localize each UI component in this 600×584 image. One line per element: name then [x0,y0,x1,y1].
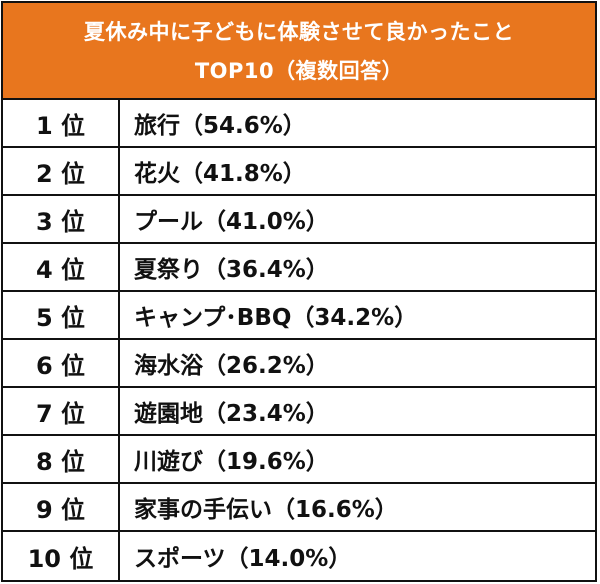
rank-cell: 10 位 [3,532,120,580]
rank-cell: 8 位 [3,436,120,482]
item-cell: キャンプ･BBQ（34.2%） [134,305,418,331]
table-title-line-2: TOP10（複数回答） [194,59,404,83]
item-cell: 家事の手伝い（16.6%） [134,497,398,523]
table-row: 4 位夏祭り（36.4%） [3,244,595,292]
item-cell: 花火（41.8%） [134,161,306,187]
rank-cell: 4 位 [3,244,120,290]
rank-cell: 9 位 [3,484,120,530]
table-row: 10 位スポーツ（14.0%） [3,532,595,580]
table-row: 5 位キャンプ･BBQ（34.2%） [3,292,595,340]
table-row: 1 位旅行（54.6%） [3,100,595,148]
rank-cell: 5 位 [3,292,120,338]
table-row: 8 位川遊び（19.6%） [3,436,595,484]
item-cell: 旅行（54.6%） [134,113,306,139]
ranking-rows: 1 位旅行（54.6%） 2 位花火（41.8%） 3 位プール（41.0%） 4 位… [3,100,595,580]
rank-cell: 3 位 [3,196,120,242]
table-row: 3 位プール（41.0%） [3,196,595,244]
item-cell: 夏祭り（36.4%） [134,257,329,283]
item-cell: スポーツ（14.0%） [134,546,352,572]
table-row: 6 位海水浴（26.2%） [3,340,595,388]
item-cell: 海水浴（26.2%） [134,353,329,379]
table-row: 2 位花火（41.8%） [3,148,595,196]
table-row: 9 位家事の手伝い（16.6%） [3,484,595,532]
rank-cell: 6 位 [3,340,120,386]
table-title-line-1: 夏休み中に子どもに体験させて良かったこと [84,20,514,44]
rank-cell: 7 位 [3,388,120,434]
rank-cell: 1 位 [3,100,120,146]
item-cell: 川遊び（19.6%） [134,449,329,475]
item-cell: 遊園地（23.4%） [134,401,329,427]
table-row: 7 位遊園地（23.4%） [3,388,595,436]
table-header: 夏休み中に子どもに体験させて良かったこと TOP10（複数回答） [3,3,595,100]
rank-cell: 2 位 [3,148,120,194]
item-cell: プール（41.0%） [134,209,329,235]
